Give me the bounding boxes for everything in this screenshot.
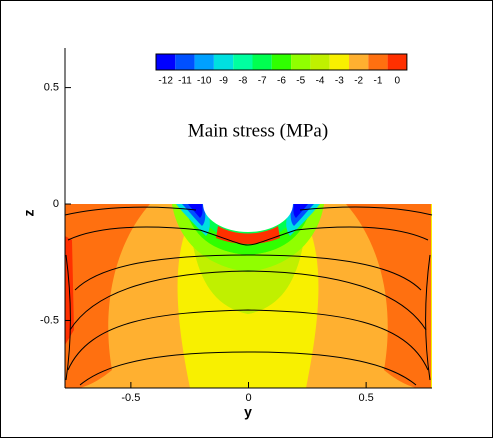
colorbar-swatch: [271, 54, 292, 70]
colorbar-label: -5: [296, 76, 305, 87]
streamlines: [64, 206, 433, 386]
colorbar-label: -10: [197, 76, 212, 87]
colorbar-label: -2: [354, 76, 363, 87]
colorbar-swatch: [387, 54, 407, 70]
x-tick-label: 0: [245, 392, 251, 404]
colorbar-swatch: [213, 54, 234, 70]
colorbar-label: -1: [373, 76, 382, 87]
streamline: [79, 351, 417, 386]
y-tick-label: 0: [53, 198, 59, 210]
contour-band: [188, 204, 203, 218]
x-tick-label: 0.5: [358, 392, 373, 404]
colorbar-swatch: [349, 54, 369, 70]
colorbar-frame: [155, 53, 408, 71]
streamline: [67, 309, 429, 371]
colorbar-label: -6: [277, 76, 286, 87]
colorbar-label: 0: [394, 76, 400, 87]
y-tick-label: 0.5: [44, 81, 59, 93]
colorbar-label: -3: [335, 76, 344, 87]
x-axis-label: y: [244, 404, 252, 420]
x-tick-label: -0.5: [121, 392, 140, 404]
colorbar-label: -7: [258, 76, 267, 87]
streamline: [64, 206, 197, 216]
y-tick-label: -0.5: [40, 314, 59, 326]
colorbar-label: -12: [158, 76, 173, 87]
contour-band: [293, 204, 308, 218]
y-axis-label: z: [21, 210, 37, 217]
contour-band: [216, 226, 280, 244]
colorbar-swatch: [291, 54, 311, 70]
chart-title: Main stress (MPa): [188, 120, 328, 141]
colorbar-label: -4: [316, 76, 325, 87]
colorbar-swatch: [194, 54, 214, 70]
colorbar-swatch: [233, 54, 253, 70]
contour-band: [346, 204, 431, 388]
colorbar-swatch: [310, 54, 330, 70]
colorbar-label: -11: [178, 76, 192, 87]
streamline: [67, 226, 429, 246]
colorbar-swatch: [329, 54, 349, 70]
streamline: [69, 270, 427, 331]
streamline: [299, 206, 433, 216]
colorbar-swatch: [156, 54, 176, 70]
colorbar-swatch: [368, 54, 388, 70]
contour-field: [65, 204, 432, 388]
streamline: [74, 254, 422, 291]
notch: [203, 204, 293, 232]
streamline: [65, 254, 71, 381]
colorbar-swatch: [252, 54, 272, 70]
colorbar-label: -9: [219, 76, 228, 87]
colorbar-swatch: [175, 54, 195, 70]
contour-band: [65, 204, 150, 388]
streamline: [425, 254, 431, 381]
colorbar-label: -8: [238, 76, 247, 87]
